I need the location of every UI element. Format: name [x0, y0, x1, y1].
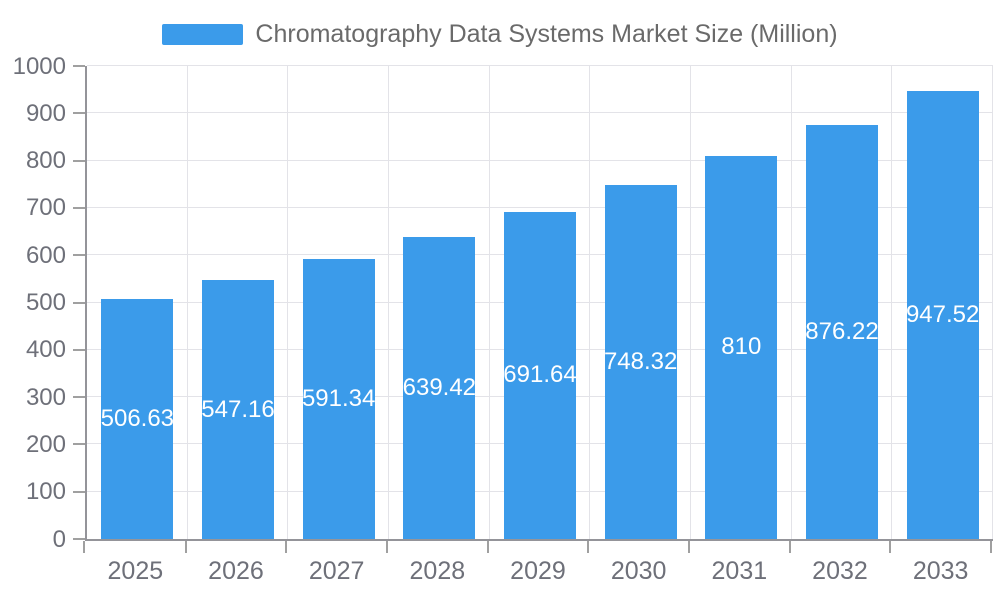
bar-2027[interactable]: 591.34: [301, 259, 376, 539]
y-tick-label: 700: [25, 194, 66, 222]
bar-value-label: 691.64: [503, 361, 577, 389]
plot-area: 506.63 547.16 591.34 639.42 691.64 748.32 810 8…: [85, 65, 993, 541]
gridline-vertical: [891, 66, 893, 539]
y-axis-tick: [73, 65, 85, 67]
x-axis-tick: [788, 541, 791, 553]
x-tick-label: 2030: [610, 557, 667, 585]
bar-value-label: 876.22: [805, 317, 879, 345]
gridline-horizontal: [87, 65, 993, 66]
legend-label: Chromatography Data Systems Market Size …: [255, 20, 838, 48]
x-axis-tick: [688, 541, 690, 553]
y-axis-tick: [73, 159, 85, 162]
gridline-vertical: [488, 66, 490, 539]
legend[interactable]: Chromatography Data Systems Market Size …: [0, 20, 1000, 49]
bar-2026[interactable]: 547.16: [201, 280, 275, 539]
x-axis-tick: [83, 541, 85, 553]
bar-value-label: 547.16: [201, 395, 275, 423]
y-axis-tick: [73, 348, 85, 351]
bar-value-label: 748.32: [603, 348, 678, 376]
y-tick-label: 200: [25, 430, 66, 458]
gridline-vertical: [992, 66, 993, 539]
y-tick-label: 900: [25, 99, 66, 127]
y-axis-tick: [73, 254, 85, 257]
y-tick-label: 100: [25, 478, 66, 506]
bar-value-label: 639.42: [402, 373, 477, 401]
y-tick-label: 300: [25, 383, 66, 411]
bar-value-label: 591.34: [301, 385, 376, 413]
legend-swatch-icon: [162, 24, 244, 45]
gridline-horizontal: [87, 206, 993, 208]
x-tick-label: 2033: [912, 557, 969, 585]
x-tick-label: 2032: [812, 557, 868, 585]
bar-value-label: 810: [721, 333, 762, 361]
x-axis-tick: [990, 541, 992, 553]
y-tick-label: 800: [25, 147, 66, 175]
x-tick-label: 2026: [208, 557, 264, 585]
y-axis-tick: [73, 490, 85, 493]
x-tick-label: 2029: [510, 557, 566, 585]
x-axis-tick: [587, 541, 590, 553]
gridline-vertical: [589, 66, 591, 539]
x-tick-label: 2031: [711, 557, 768, 585]
y-axis-tick: [73, 443, 85, 446]
x-axis-tick: [889, 541, 892, 553]
y-axis-tick: [73, 112, 85, 115]
x-tick-label: 2027: [308, 557, 365, 585]
y-axis-tick: [73, 538, 85, 540]
gridline-vertical: [186, 66, 188, 539]
x-axis-tick: [285, 541, 288, 553]
bar-2031[interactable]: 810: [705, 155, 778, 539]
bar-value-label: 506.63: [100, 405, 175, 433]
x-axis-tick: [486, 541, 489, 553]
gridline-vertical: [388, 66, 389, 539]
bar-2029[interactable]: 691.64: [503, 211, 577, 539]
y-axis-tick: [73, 206, 85, 209]
gridline-vertical: [790, 66, 792, 539]
gridline-vertical: [690, 66, 691, 539]
gridline-horizontal: [87, 159, 993, 161]
gridline-horizontal: [87, 112, 993, 114]
bar-2030[interactable]: 748.32: [603, 185, 678, 539]
x-axis-tick: [184, 541, 187, 553]
x-tick-label: 2025: [107, 557, 164, 585]
y-axis-tick: [73, 301, 85, 304]
gridline-vertical: [287, 66, 289, 539]
y-axis-tick: [73, 396, 85, 399]
bar-2025[interactable]: 506.63: [100, 299, 175, 539]
y-tick-label: 400: [25, 336, 66, 364]
y-tick-label: 1000: [12, 52, 66, 80]
y-tick-label: 600: [25, 241, 66, 269]
y-tick-label: 0: [52, 525, 66, 553]
bar-2033[interactable]: 947.52: [905, 90, 980, 539]
bar-2032[interactable]: 876.22: [805, 124, 879, 539]
x-tick-label: 2028: [409, 557, 466, 585]
bar-2028[interactable]: 639.42: [402, 236, 477, 539]
bar-value-label: 947.52: [905, 300, 980, 328]
x-axis-tick: [386, 541, 388, 553]
y-tick-label: 500: [25, 289, 66, 316]
